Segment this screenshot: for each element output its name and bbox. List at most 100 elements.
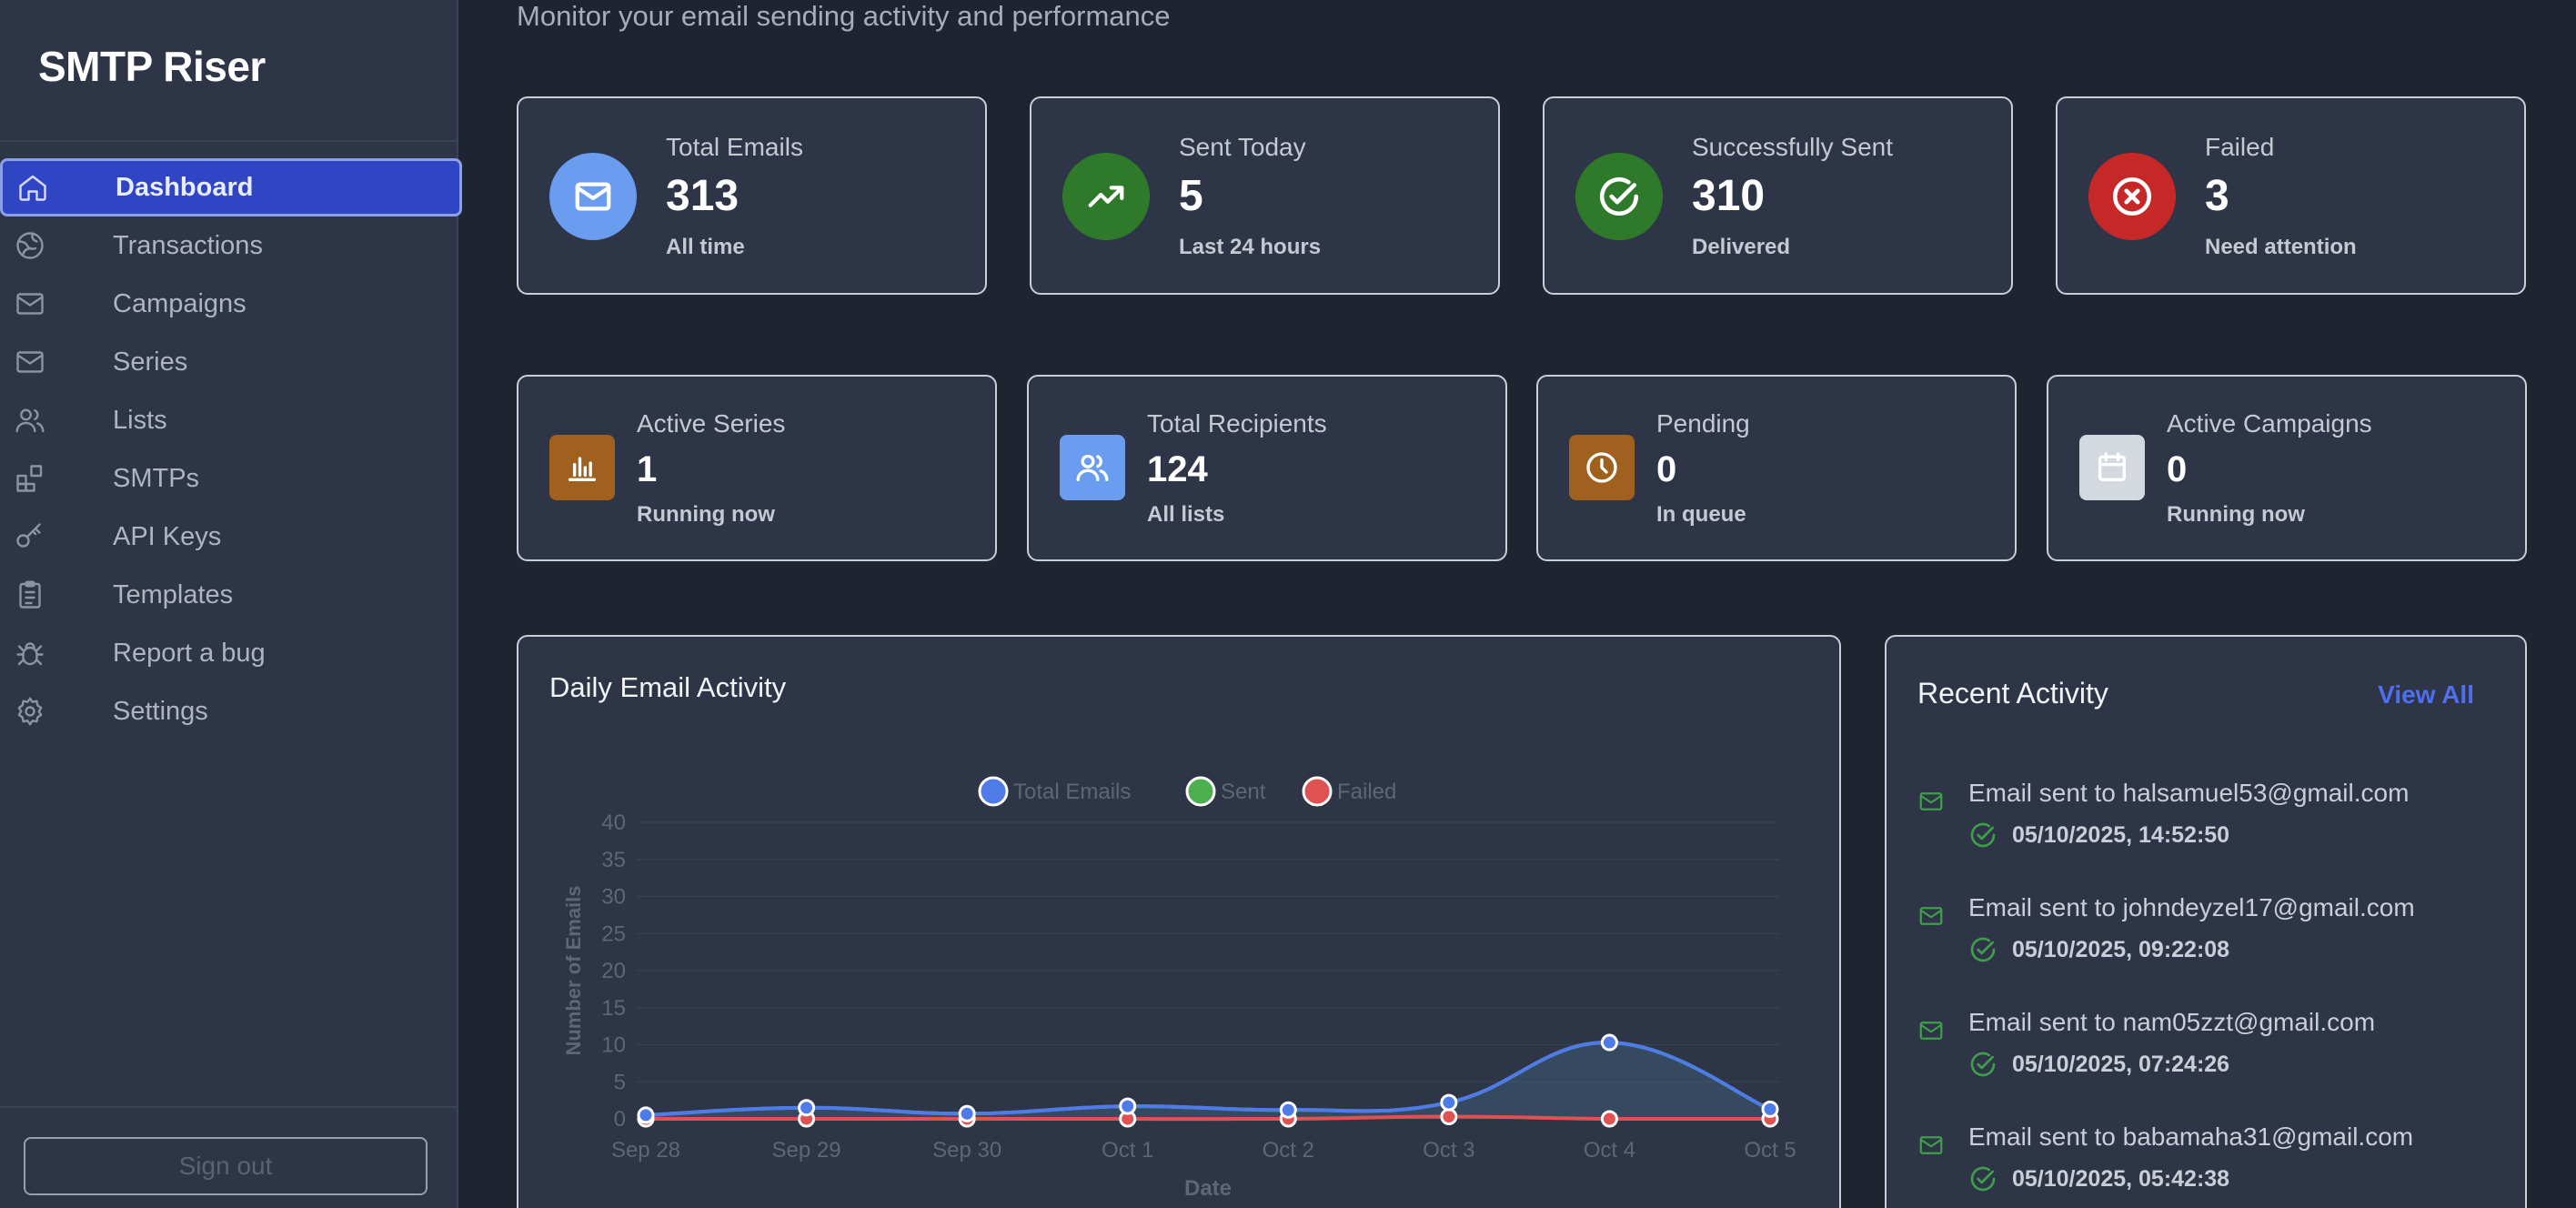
users-icon [13, 403, 47, 438]
stat-card-active-campaigns: Active Campaigns 0 Running now [2047, 375, 2527, 561]
activity-text: Email sent to babamaha31@gmail.com [1968, 1122, 2414, 1151]
activity-item[interactable]: Email sent to halsamuel53@gmail.com 05/1… [1917, 779, 2481, 879]
y-tick-label: 30 [601, 885, 626, 910]
activity-timestamp: 05/10/2025, 09:22:08 [2012, 937, 2230, 962]
divider [0, 140, 457, 142]
globe-icon [13, 228, 47, 263]
stat-value: 0 [1656, 449, 1677, 489]
x-tick-label: Oct 3 [1423, 1138, 1474, 1163]
sidebar-item-smtps[interactable]: SMTPs [0, 449, 462, 508]
activity-timestamp: 05/10/2025, 05:42:38 [2012, 1166, 2230, 1192]
y-tick-label: 15 [601, 996, 626, 1021]
series-line [645, 1114, 1771, 1122]
activity-item[interactable]: Email sent to babamaha31@gmail.com 05/10… [1917, 1122, 2481, 1208]
data-point [798, 1099, 816, 1117]
sidebar-item-report-bug[interactable]: Report a bug [0, 624, 462, 682]
data-point [1440, 1108, 1458, 1126]
clock-icon [1569, 435, 1635, 500]
stat-card-failed: Failed 3 Need attention [2056, 96, 2526, 295]
sidebar-item-series[interactable]: Series [0, 333, 462, 391]
data-point [1119, 1097, 1137, 1115]
check-circle-icon [1575, 153, 1663, 240]
data-point [1600, 1033, 1618, 1052]
data-point [1600, 1110, 1618, 1128]
mail-icon [13, 345, 47, 379]
stat-label: Active Series [637, 409, 786, 438]
mail-icon [1917, 1132, 1945, 1159]
sidebar-item-settings[interactable]: Settings [0, 682, 462, 740]
activity-text: Email sent to nam05zzt@gmail.com [1968, 1008, 2376, 1036]
series-line [645, 1041, 1771, 1117]
stat-value: 124 [1147, 449, 1208, 489]
legend-label: Total Emails [1013, 780, 1131, 804]
sidebar-item-transactions[interactable]: Transactions [0, 216, 462, 275]
activity-timestamp: 05/10/2025, 14:52:50 [2012, 822, 2230, 848]
stat-value: 313 [666, 172, 740, 220]
x-tick-label: Oct 5 [1744, 1138, 1796, 1163]
check-circle-icon [1968, 1050, 1997, 1079]
sidebar-item-label: Settings [113, 696, 208, 726]
mail-icon [13, 287, 47, 321]
x-tick-label: Oct 4 [1584, 1138, 1635, 1163]
stat-card-active-series: Active Series 1 Running now [517, 375, 997, 561]
stat-value: 1 [637, 449, 658, 489]
data-point [1761, 1100, 1779, 1118]
x-circle-icon [2088, 153, 2176, 240]
stat-card-total-recipients: Total Recipients 124 All lists [1027, 375, 1507, 561]
sidebar-item-label: Lists [113, 405, 167, 435]
stat-card-successfully-sent: Successfully Sent 310 Delivered [1543, 96, 2013, 295]
activity-text: Email sent to johndeyzel17@gmail.com [1968, 893, 2415, 921]
check-circle-icon [1968, 1164, 1997, 1193]
daily-activity-chart: 0 5 10 15 20 25 30 35 40 Sep 28 Sep 29 Sep 30 Oct 1 O… [562, 776, 1796, 1201]
page-subtitle: Monitor your email sending activity and … [517, 0, 1171, 32]
stat-label: Failed [2205, 133, 2275, 161]
activity-item[interactable]: Email sent to nam05zzt@gmail.com 05/10/2… [1917, 1008, 2481, 1108]
stat-card-pending: Pending 0 In queue [1536, 375, 2017, 561]
activity-item[interactable]: Email sent to johndeyzel17@gmail.com 05/… [1917, 893, 2481, 993]
sidebar-item-lists[interactable]: Lists [0, 391, 462, 449]
y-axis-label: Number of Emails [562, 885, 585, 1055]
activity-text: Email sent to halsamuel53@gmail.com [1968, 779, 2410, 807]
mail-icon [549, 153, 637, 240]
legend-marker [1302, 776, 1333, 807]
stat-value: 0 [2167, 449, 2188, 489]
calendar-icon [2079, 435, 2145, 500]
area-fill [646, 1042, 1770, 1119]
data-point [958, 1104, 976, 1122]
stat-label: Active Campaigns [2167, 409, 2372, 438]
stat-value: 3 [2205, 172, 2229, 220]
stat-subtext: Last 24 hours [1179, 235, 1322, 259]
sidebar-item-campaigns[interactable]: Campaigns [0, 275, 462, 333]
y-tick-label: 0 [614, 1107, 626, 1132]
sidebar-item-label: SMTPs [113, 463, 200, 493]
sidebar-item-label: Dashboard [116, 172, 254, 202]
clipboard-icon [13, 578, 47, 612]
sidebar-item-templates[interactable]: Templates [0, 566, 462, 624]
stat-subtext: Running now [2167, 502, 2305, 527]
stat-subtext: Delivered [1692, 235, 1791, 259]
stat-label: Sent Today [1179, 133, 1306, 161]
x-tick-label: Oct 2 [1263, 1138, 1314, 1163]
view-all-link[interactable]: View All [2378, 680, 2474, 709]
app-brand: SMTP Riser [38, 43, 266, 90]
stat-value: 310 [1692, 172, 1766, 220]
y-tick-label: 40 [601, 810, 626, 835]
sign-out-button[interactable]: Sign out [24, 1137, 428, 1195]
bug-icon [13, 636, 47, 670]
stat-label: Pending [1656, 409, 1750, 438]
stat-subtext: In queue [1656, 502, 1746, 527]
key-icon [13, 519, 47, 554]
data-point [637, 1106, 655, 1124]
sidebar-item-label: Templates [113, 579, 234, 609]
stat-label: Successfully Sent [1692, 133, 1893, 161]
sidebar-item-api-keys[interactable]: API Keys [0, 508, 462, 566]
users-icon [1060, 435, 1125, 500]
sidebar-item-dashboard[interactable]: Dashboard [0, 158, 462, 216]
daily-activity-chart-card: Daily Email Activity 0 5 10 15 20 25 30 35 40 Sep… [517, 635, 1841, 1208]
mail-icon [1917, 788, 1945, 815]
stat-value: 5 [1179, 172, 1203, 220]
data-point [1440, 1093, 1458, 1112]
check-circle-icon [1968, 935, 1997, 964]
recent-activity-card: Recent Activity View All Email sent to h… [1885, 635, 2527, 1208]
x-tick-label: Sep 28 [611, 1138, 680, 1163]
